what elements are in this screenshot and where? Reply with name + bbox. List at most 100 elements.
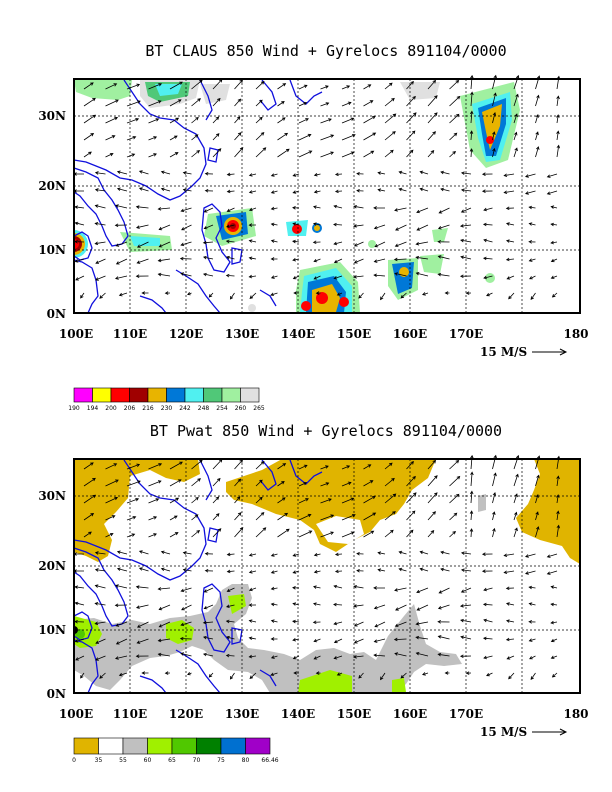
wind-arrow bbox=[406, 130, 416, 141]
wind-arrow bbox=[94, 602, 106, 606]
wind-arrow bbox=[277, 512, 289, 521]
wind-arrow bbox=[513, 147, 518, 158]
map-title: BT Pwat 850 Wind + Gyrelocs 891104/0000 bbox=[150, 422, 502, 440]
cloud-shade bbox=[155, 84, 182, 96]
wind-arrow bbox=[105, 496, 119, 504]
wind-arrow bbox=[292, 655, 300, 660]
wind-arrow bbox=[80, 292, 85, 299]
wind-arrow bbox=[459, 224, 472, 228]
lon-tick-label: 150E bbox=[337, 707, 371, 721]
wind-arrow bbox=[513, 113, 518, 124]
wind-arrow bbox=[415, 635, 429, 640]
colorbar-swatch bbox=[221, 387, 241, 403]
wind-arrow bbox=[105, 116, 119, 124]
wind-arrow bbox=[460, 238, 472, 243]
wind-arrow bbox=[114, 204, 128, 209]
wind-arrow bbox=[384, 493, 397, 504]
cloud-shade bbox=[314, 225, 320, 231]
wind-arrow bbox=[118, 292, 128, 297]
wind-arrow bbox=[384, 113, 397, 124]
wind-arrow bbox=[313, 205, 321, 209]
cloud-core bbox=[339, 297, 349, 307]
wind-arrow bbox=[358, 672, 364, 679]
wind-arrow bbox=[248, 207, 257, 212]
wind-arrow bbox=[234, 79, 244, 90]
wind-arrow bbox=[482, 256, 493, 261]
wind-arrow bbox=[94, 551, 106, 555]
wind-arrow bbox=[83, 97, 96, 107]
lon-tick-label: 160E bbox=[393, 327, 427, 341]
wind-arrow bbox=[74, 258, 85, 263]
wind-arrow bbox=[313, 655, 321, 660]
wind-arrow bbox=[469, 148, 474, 158]
lon-tick-label: 100E bbox=[59, 707, 93, 721]
wind-arrow bbox=[248, 603, 257, 607]
wind-arrow bbox=[74, 221, 85, 226]
wind-arrow bbox=[115, 638, 128, 645]
wind-arrow bbox=[333, 638, 343, 644]
wind-arrow bbox=[334, 189, 343, 194]
wind-arrow bbox=[191, 529, 201, 538]
wind-arrow bbox=[126, 498, 140, 504]
wind-arrow bbox=[550, 222, 558, 227]
wind-arrow bbox=[508, 672, 515, 680]
wind-arrow bbox=[556, 510, 560, 521]
wind-arrow bbox=[333, 602, 343, 607]
wind-arrow bbox=[492, 454, 497, 470]
wind-arrow bbox=[341, 101, 352, 107]
wind-arrow bbox=[226, 189, 235, 194]
cloud-shade bbox=[200, 84, 230, 104]
wind-arrow bbox=[556, 524, 561, 538]
wind-arrow bbox=[394, 272, 407, 277]
wind-arrow bbox=[415, 241, 429, 246]
lon-tick-label: 160E bbox=[393, 707, 427, 721]
wind-arrow bbox=[191, 478, 201, 487]
wind-arrow bbox=[460, 255, 472, 260]
wind-arrow bbox=[180, 272, 192, 277]
wind-arrow bbox=[270, 292, 278, 296]
wind-arrow bbox=[157, 652, 171, 657]
wind-arrow bbox=[438, 207, 450, 214]
wind-arrow bbox=[535, 474, 540, 487]
wind-arrow bbox=[427, 79, 437, 90]
wind-arrow bbox=[373, 224, 386, 230]
wind-arrow bbox=[449, 493, 460, 504]
wind-arrow bbox=[234, 98, 242, 107]
wind-arrow bbox=[503, 553, 515, 557]
wind-arrow bbox=[191, 496, 199, 504]
wind-arrow bbox=[83, 513, 95, 521]
wind-arrow bbox=[334, 552, 343, 557]
wind-arrow bbox=[229, 292, 235, 300]
wind-arrow bbox=[358, 292, 364, 299]
wind-arrow bbox=[212, 477, 221, 487]
wind-arrow bbox=[169, 532, 179, 538]
colorbar-swatch bbox=[147, 737, 173, 755]
wind-arrow bbox=[333, 584, 343, 589]
wind-arrow bbox=[204, 552, 214, 556]
wind-arrow bbox=[469, 490, 474, 504]
wind-arrow bbox=[248, 570, 257, 574]
wind-arrow bbox=[313, 552, 321, 557]
wind-arrow bbox=[234, 478, 242, 487]
wind-arrow bbox=[270, 553, 278, 557]
wind-arrow bbox=[249, 672, 257, 679]
wind-arrow bbox=[373, 206, 386, 210]
wind-arrow bbox=[105, 83, 118, 90]
wind-arrow bbox=[148, 83, 163, 90]
wind-arrow bbox=[83, 114, 96, 124]
wind-arrow bbox=[270, 239, 278, 243]
wind-arrow bbox=[298, 464, 308, 470]
wind-arrow bbox=[126, 83, 141, 90]
wind-arrow bbox=[248, 173, 257, 177]
wind-arrow bbox=[226, 172, 235, 177]
colorbar-swatch bbox=[73, 387, 93, 403]
wind-arrow bbox=[312, 222, 321, 226]
wind-arrow bbox=[415, 651, 429, 657]
wind-arrow bbox=[427, 112, 438, 124]
colorbar-label: 60 bbox=[144, 757, 152, 764]
wind-arrow bbox=[380, 672, 386, 681]
cloud-core bbox=[316, 292, 328, 304]
wind-arrow bbox=[486, 292, 493, 297]
wind-arrow bbox=[341, 151, 355, 158]
wind-arrow bbox=[470, 454, 474, 470]
